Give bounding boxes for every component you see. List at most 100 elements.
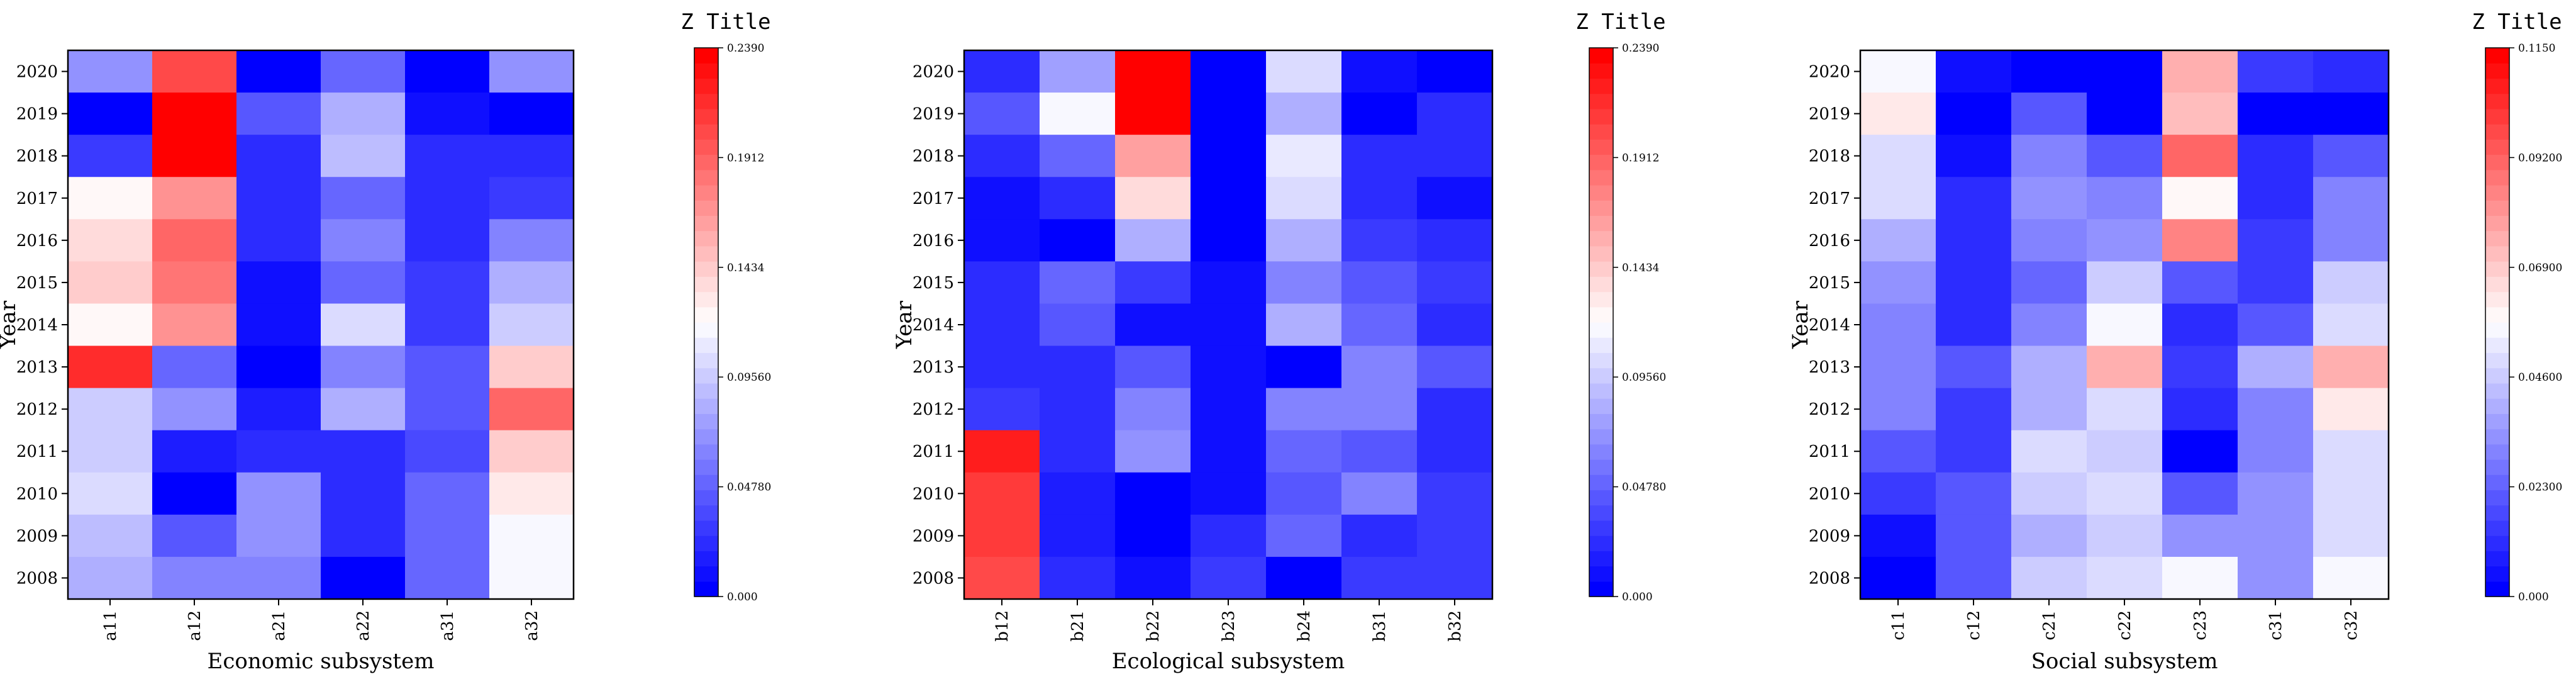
heatmap-cell-c11-2010 — [1860, 472, 1936, 515]
heatmap-cell-c11-2014 — [1860, 303, 1936, 347]
heatmap-cell-a32-2010 — [489, 472, 574, 515]
heatmap-cell-a22-2016 — [321, 219, 406, 262]
heatmap-cell-c31-2018 — [2238, 135, 2314, 177]
colorbar-segment — [694, 48, 718, 64]
heatmap-cell-b32-2018 — [1417, 135, 1493, 177]
heatmap-cell-b31-2016 — [1341, 219, 1418, 262]
heatmap-cell-a11-2008 — [68, 556, 153, 600]
heatmap-cell-a22-2013 — [321, 345, 406, 389]
heatmap-cell-c31-2012 — [2238, 388, 2314, 431]
colorbar-segment — [2485, 459, 2509, 475]
colorbar-segment — [2485, 383, 2509, 399]
heatmap-cell-a11-2014 — [68, 303, 153, 347]
heatmap-cell-a32-2018 — [489, 135, 574, 177]
heatmap-cell-c21-2015 — [2011, 261, 2087, 305]
heatmap-cell-a12-2013 — [152, 345, 237, 389]
colorbar: 0.000 0.04780 0.09560 0.1434 0.1912 0.2390 Z T… — [680, 9, 771, 603]
heatmap-cell-c31-2019 — [2238, 93, 2314, 135]
heatmap-cell-c12-2012 — [1936, 388, 2012, 431]
heatmap-cell-c23-2008 — [2162, 556, 2238, 600]
heatmap-cell-b24-2008 — [1266, 556, 1342, 600]
colorbar-segment — [694, 535, 718, 551]
heatmap-cell-a31-2020 — [405, 50, 490, 93]
y-tick-label: 2009 — [1809, 527, 1850, 546]
heatmap-cell-b12-2012 — [964, 388, 1040, 431]
colorbar-tick-label: 0.09560 — [727, 371, 771, 384]
colorbar-segment — [2485, 490, 2509, 506]
heatmap-cell-c22-2010 — [2087, 472, 2163, 515]
heatmap-cell-a21-2013 — [236, 345, 321, 389]
heatmap-cell-b21-2008 — [1040, 556, 1116, 600]
colorbar-segment — [2485, 154, 2509, 171]
heatmap-cell-a12-2012 — [152, 388, 237, 431]
colorbar-segment — [694, 154, 718, 171]
y-tick-label: 2008 — [913, 569, 954, 588]
heatmap-cell-b22-2009 — [1115, 514, 1191, 558]
colorbar-tick-label: 0.1434 — [727, 262, 764, 274]
colorbar-segment — [2485, 413, 2509, 430]
heatmap-cell-a32-2016 — [489, 219, 574, 262]
heatmap-cell-c22-2015 — [2087, 261, 2163, 305]
heatmap-cell-a22-2008 — [321, 556, 406, 600]
heatmap-cell-b32-2017 — [1417, 177, 1493, 220]
colorbar-segment — [694, 245, 718, 262]
x-tick-label: c31 — [2267, 610, 2285, 641]
heatmap-cell-b12-2017 — [964, 177, 1040, 220]
colorbar-segment — [1589, 429, 1613, 445]
heatmap-cell-c12-2013 — [1936, 345, 2012, 389]
heatmap-cell-c23-2011 — [2162, 430, 2238, 473]
heatmap-cell-b24-2014 — [1266, 303, 1342, 347]
colorbar-segment — [694, 93, 718, 109]
colorbar-segment — [694, 108, 718, 125]
heatmap-cell-c31-2009 — [2238, 514, 2314, 558]
heatmap-cell-a22-2014 — [321, 303, 406, 347]
colorbar-segment — [1589, 48, 1613, 64]
colorbar-segment — [1589, 322, 1613, 338]
y-tick-label: 2011 — [16, 442, 58, 461]
heatmap-cell-a32-2011 — [489, 430, 574, 473]
colorbar-segment — [1589, 459, 1613, 475]
colorbar-tick-label: 0.09200 — [2518, 152, 2562, 164]
heatmap-cell-a22-2019 — [321, 93, 406, 135]
heatmap-cell-b23-2016 — [1191, 219, 1267, 262]
colorbar-frame — [694, 47, 719, 597]
colorbar-title: Z Title — [680, 9, 770, 35]
heatmap-cell-c22-2009 — [2087, 514, 2163, 558]
heatmap-cell-b31-2011 — [1341, 430, 1418, 473]
heatmap-cell-b31-2015 — [1341, 261, 1418, 305]
colorbar-segment — [1589, 337, 1613, 354]
heatmap-cell-b21-2016 — [1040, 219, 1116, 262]
colorbar-tick-label: 0.04600 — [2518, 371, 2562, 384]
heatmap-cell-b22-2019 — [1115, 93, 1191, 135]
heatmap-cell-c32-2015 — [2313, 261, 2389, 305]
heatmap-cell-c11-2018 — [1860, 135, 1936, 177]
heatmap-cell-b12-2016 — [964, 219, 1040, 262]
heatmap-cell-c12-2016 — [1936, 219, 2012, 262]
colorbar-segment — [1589, 505, 1613, 521]
heatmap-cell-b23-2020 — [1191, 50, 1267, 93]
colorbar-segment — [2485, 322, 2509, 338]
heatmap-cell-b32-2014 — [1417, 303, 1493, 347]
heatmap-cell-c22-2018 — [2087, 135, 2163, 177]
colorbar-segment — [2485, 581, 2509, 597]
heatmap-cell-b32-2010 — [1417, 472, 1493, 515]
heatmap-cell-a11-2011 — [68, 430, 153, 473]
y-tick-label: 2010 — [913, 485, 954, 503]
heatmap-cell-c12-2011 — [1936, 430, 2012, 473]
colorbar-tick-label: 0.2390 — [727, 42, 764, 55]
colorbar: 0.000 0.04780 0.09560 0.1434 0.1912 0.2390 Z T… — [1575, 9, 1666, 603]
colorbar-segment — [2485, 93, 2509, 109]
heatmap-cell-b12-2013 — [964, 345, 1040, 389]
colorbar-segment — [694, 383, 718, 399]
heatmap-cell-a31-2012 — [405, 388, 490, 431]
colorbar-segment — [694, 429, 718, 445]
heatmap-cell-c22-2013 — [2087, 345, 2163, 389]
colorbar-segment — [694, 124, 718, 140]
colorbar-segment — [1589, 444, 1613, 460]
colorbar-title: Z Title — [2472, 9, 2562, 35]
colorbar-segment — [694, 169, 718, 186]
heatmap-cell-a31-2008 — [405, 556, 490, 600]
x-tick-label: a22 — [354, 610, 373, 641]
colorbar: 0.000 0.02300 0.04600 0.06900 0.09200 0.1150 Z… — [2472, 9, 2562, 603]
